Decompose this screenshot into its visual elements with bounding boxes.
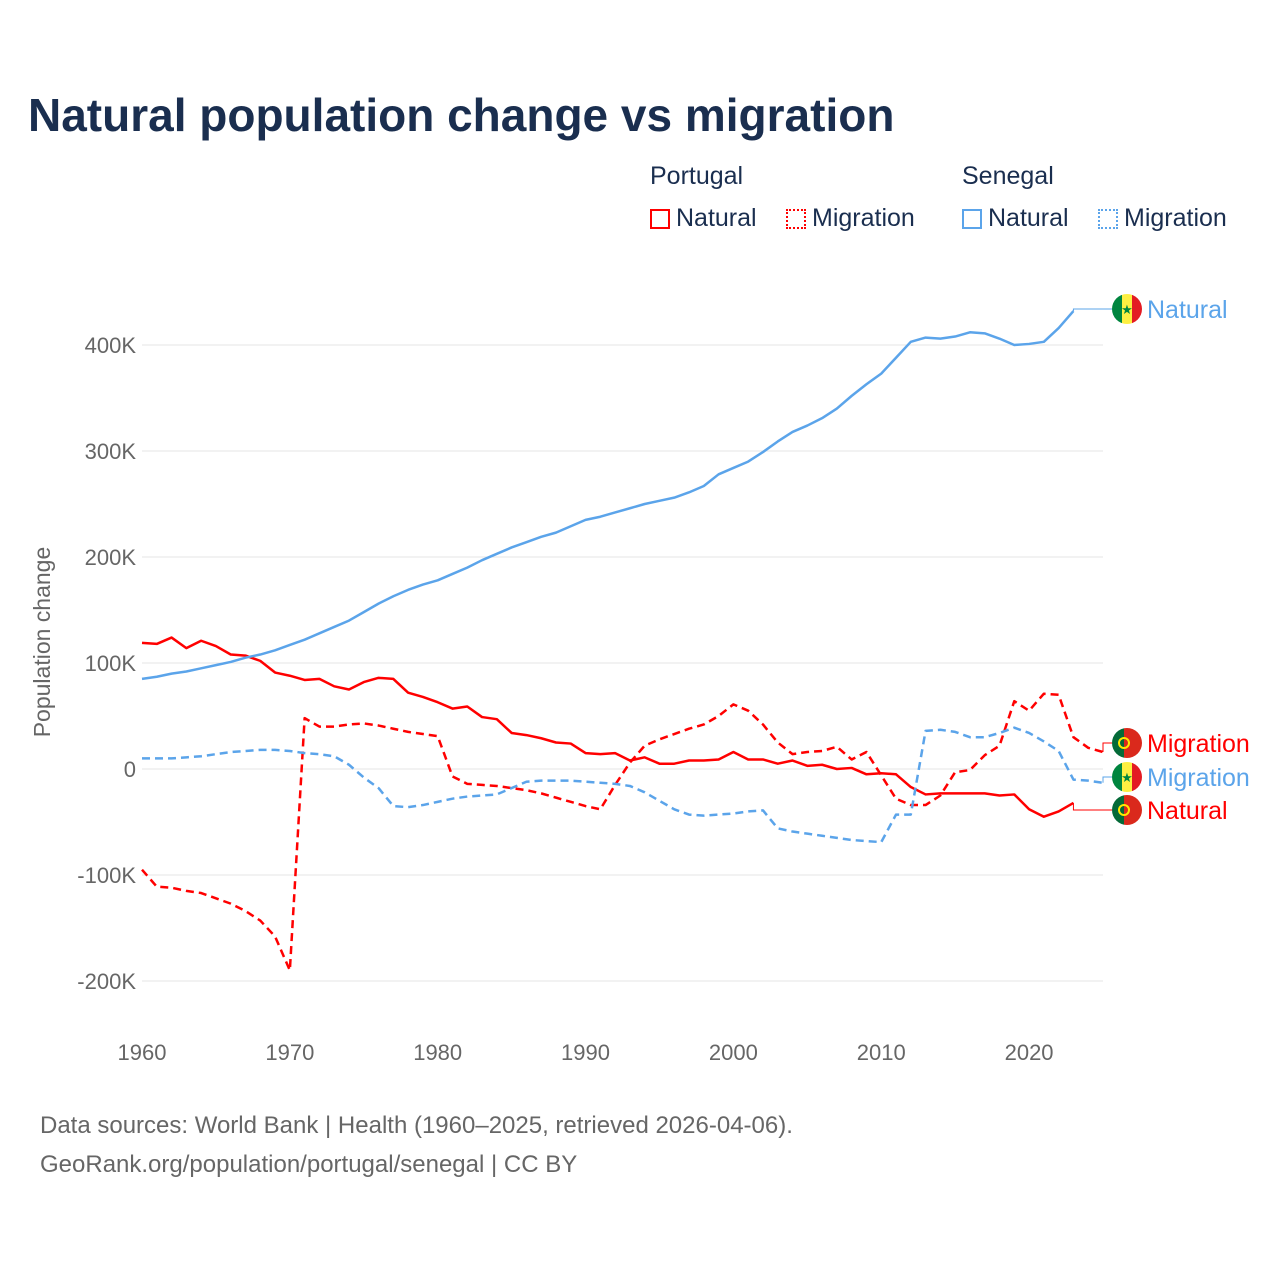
legend-label: Natural: [988, 204, 1069, 232]
series-line-senegal-natural: [141, 310, 1075, 681]
legend-label: Migration: [812, 204, 915, 232]
x-tick-label: 1960: [118, 1040, 167, 1065]
portugal-flag-icon: [1112, 795, 1142, 825]
chart-title: Natural population change vs migration: [28, 89, 895, 141]
legend-item-portugal-migration[interactable]: Migration: [786, 204, 915, 233]
legend-group-portugal: Portugal: [650, 162, 744, 190]
senegal-flag-icon: ★: [1112, 294, 1142, 324]
legend-group-senegal: Senegal: [962, 162, 1054, 190]
y-axis-label: Population change: [29, 547, 55, 738]
legend-swatch: [786, 208, 806, 229]
y-tick-label: 300K: [85, 439, 137, 464]
legend-label: Natural: [676, 204, 757, 232]
label-connector: [1072, 308, 1112, 312]
x-tick-label: 2000: [709, 1040, 758, 1065]
y-tick-label: 400K: [85, 333, 137, 358]
legend-item-senegal-migration[interactable]: Migration: [1098, 204, 1227, 233]
y-tick-label: 100K: [85, 651, 137, 676]
footer-link[interactable]: GeoRank.org/population/portugal/senegal …: [40, 1151, 578, 1178]
legend-label: Migration: [1124, 204, 1227, 232]
series-line-portugal-natural: [141, 636, 1075, 818]
legend-swatch: [962, 208, 982, 229]
svg-text:★: ★: [1121, 302, 1133, 317]
y-tick-label: 200K: [85, 545, 137, 570]
y-tick-label: -200K: [77, 969, 136, 994]
footer-sources: Data sources: World Bank | Health (1960–…: [40, 1112, 793, 1139]
portugal-flag-icon: [1112, 728, 1142, 758]
x-tick-label: 1980: [413, 1040, 462, 1065]
legend-item-senegal-natural[interactable]: Natural: [962, 204, 1069, 233]
svg-text:★: ★: [1121, 770, 1133, 785]
legend-swatch: [650, 208, 670, 229]
x-tick-label: 2020: [1005, 1040, 1054, 1065]
series-line-senegal-migration: [142, 726, 1104, 844]
y-tick-label: -100K: [77, 863, 136, 888]
end-label: Migration: [1147, 730, 1250, 758]
senegal-flag-icon: ★: [1112, 762, 1142, 792]
x-tick-label: 1990: [561, 1040, 610, 1065]
legend-item-portugal-natural[interactable]: Natural: [650, 204, 757, 233]
y-tick-label: 0: [124, 757, 136, 782]
end-label: Natural: [1147, 296, 1228, 324]
end-label: Natural: [1147, 797, 1228, 825]
end-label: Migration: [1147, 764, 1250, 792]
x-tick-label: 2010: [857, 1040, 906, 1065]
footer: Data sources: World Bank | Health (1960–…: [40, 1106, 793, 1184]
label-connector: [1102, 742, 1112, 753]
series-line-portugal-migration: [141, 692, 1104, 972]
legend-swatch: [1098, 208, 1118, 229]
x-tick-label: 1970: [265, 1040, 314, 1065]
label-connector: [1102, 776, 1112, 783]
label-connector: [1072, 802, 1112, 811]
